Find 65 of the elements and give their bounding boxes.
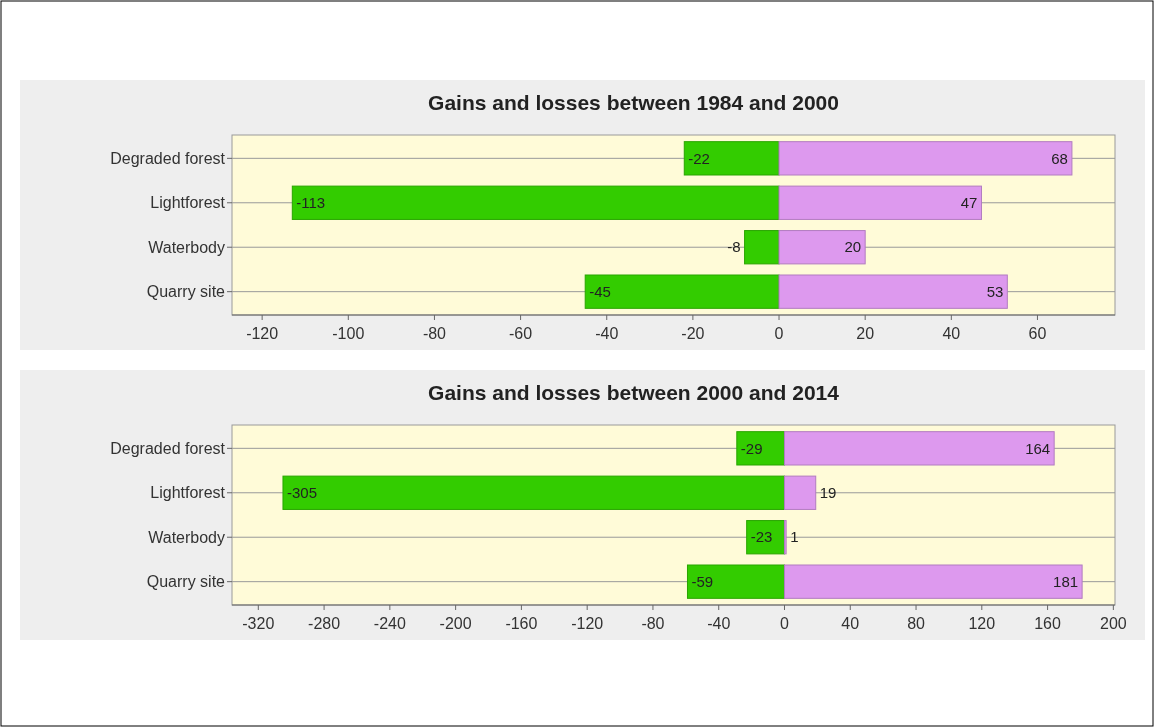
bar	[783, 431, 1055, 466]
bar	[282, 475, 785, 510]
x-tick-label: 0	[774, 325, 784, 342]
data-label: -45	[589, 282, 611, 300]
y-tick-label: Waterbody	[148, 238, 225, 256]
x-tick-label: -100	[332, 325, 365, 342]
bar	[683, 141, 780, 176]
data-label: -113	[296, 194, 326, 212]
y-tick-label: Waterbody	[148, 528, 225, 546]
bar	[744, 230, 780, 265]
y-tick-label: Degraded forest	[110, 149, 226, 167]
data-label: -22	[688, 149, 710, 167]
data-label: -23	[750, 528, 773, 546]
x-tick-label: -280	[308, 615, 341, 632]
x-tick-label: -80	[422, 325, 447, 342]
x-tick-label: 40	[942, 325, 961, 342]
data-label: 164	[1025, 439, 1051, 457]
data-label: -8	[727, 238, 741, 256]
x-tick-label: 40	[841, 615, 860, 632]
x-tick-label: -200	[439, 615, 472, 632]
data-label: -305	[286, 484, 318, 502]
x-tick-label: -120	[571, 615, 604, 632]
y-tick-label: Lightforest	[150, 484, 226, 502]
data-label: 20	[844, 238, 862, 256]
data-label: 47	[960, 194, 978, 212]
data-label: 181	[1053, 572, 1079, 590]
x-tick-label: -20	[681, 325, 705, 342]
x-tick-label: 0	[780, 615, 790, 632]
x-tick-label: -60	[509, 325, 533, 342]
bar	[783, 564, 1083, 599]
bar	[778, 185, 982, 220]
data-label: 1	[790, 528, 799, 546]
x-tick-label: -240	[373, 615, 406, 632]
y-tick-label: Quarry site	[146, 283, 226, 301]
y-tick-label: Lightforest	[150, 194, 226, 212]
x-tick-label: 60	[1028, 325, 1047, 342]
data-label: 19	[819, 484, 837, 502]
bar	[778, 230, 866, 265]
x-tick-label: 200	[1100, 615, 1127, 632]
x-tick-label: 160	[1034, 615, 1062, 632]
y-tick-label: Degraded forest	[110, 439, 226, 457]
bar	[686, 564, 785, 599]
bar	[778, 141, 1073, 176]
bar	[291, 185, 780, 220]
data-label: -59	[691, 572, 714, 590]
x-tick-label: -160	[505, 615, 538, 632]
data-label: -29	[740, 439, 763, 457]
chart-title: Gains and losses between 1984 and 2000	[428, 91, 839, 114]
data-label: 68	[1051, 149, 1068, 167]
x-tick-label: 20	[856, 325, 875, 342]
x-tick-label: 120	[968, 615, 996, 632]
x-tick-label: -120	[246, 325, 279, 342]
x-tick-label: -40	[707, 615, 731, 632]
bar	[736, 431, 785, 466]
chart-title: Gains and losses between 2000 and 2014	[428, 381, 840, 404]
x-tick-label: 80	[907, 615, 926, 632]
bar	[778, 274, 1008, 309]
bar	[783, 475, 817, 510]
y-tick-label: Quarry site	[146, 573, 226, 591]
x-tick-label: -80	[641, 615, 665, 632]
x-tick-label: -320	[242, 615, 275, 632]
data-label: 53	[986, 282, 1004, 300]
bar	[746, 520, 785, 555]
bar	[584, 274, 780, 309]
x-tick-label: -40	[595, 325, 619, 342]
